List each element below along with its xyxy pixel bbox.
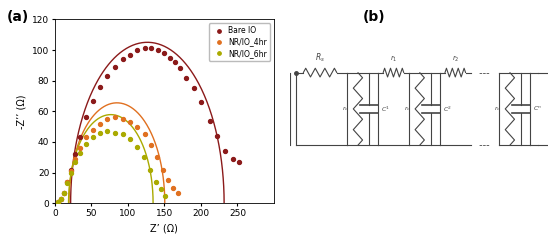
NR/IO_6hr	[96, 131, 105, 135]
NR/IO_6hr	[125, 137, 134, 141]
NR/IO_4hr	[54, 200, 63, 204]
NR/IO_6hr	[66, 171, 75, 174]
NR/IO_4hr	[133, 125, 142, 129]
NR/IO_4hr	[59, 191, 68, 195]
NR/IO_4hr	[63, 180, 72, 184]
NR/IO_4hr	[111, 115, 120, 119]
Text: $R_s$: $R_s$	[315, 52, 325, 64]
NR/IO_4hr	[147, 143, 156, 147]
Text: $r_{c}$: $r_{c}$	[494, 105, 501, 113]
NR/IO_4hr	[158, 168, 167, 172]
Bare IO	[229, 157, 237, 161]
Bare IO	[213, 134, 221, 138]
Bare IO	[54, 200, 63, 204]
NR/IO_4hr	[164, 178, 173, 182]
NR/IO_4hr	[125, 120, 134, 124]
NR/IO_4hr	[118, 117, 127, 121]
Text: ---: ---	[476, 68, 489, 78]
Bare IO	[96, 85, 105, 89]
X-axis label: Z’ (Ω): Z’ (Ω)	[151, 223, 178, 233]
NR/IO_4hr	[103, 117, 112, 121]
NR/IO_6hr	[76, 151, 85, 155]
NR/IO_6hr	[156, 188, 165, 191]
Bare IO	[76, 136, 85, 139]
Bare IO	[88, 99, 97, 103]
Bare IO	[59, 191, 68, 195]
Text: $r_{c}$: $r_{c}$	[404, 105, 410, 113]
Text: $C^n$: $C^n$	[533, 105, 542, 113]
NR/IO_6hr	[161, 194, 169, 197]
Bare IO	[176, 67, 185, 70]
Bare IO	[133, 48, 142, 52]
Bare IO	[71, 152, 79, 156]
Text: ---: ---	[538, 140, 548, 150]
Text: (a): (a)	[7, 10, 29, 24]
NR/IO_6hr	[59, 191, 68, 195]
NR/IO_6hr	[63, 182, 72, 185]
Text: ---: ---	[476, 140, 489, 150]
NR/IO_4hr	[88, 128, 97, 132]
NR/IO_4hr	[173, 191, 182, 195]
NR/IO_4hr	[140, 132, 149, 136]
NR/IO_4hr	[153, 155, 162, 159]
NR/IO_6hr	[54, 200, 63, 204]
Bare IO	[182, 76, 191, 80]
NR/IO_6hr	[56, 197, 65, 201]
Bare IO	[206, 119, 214, 122]
Bare IO	[103, 74, 112, 78]
NR/IO_6hr	[118, 132, 127, 136]
Text: $r_1$: $r_1$	[390, 54, 397, 64]
NR/IO_6hr	[140, 155, 149, 159]
Bare IO	[189, 86, 198, 90]
NR/IO_4hr	[71, 157, 79, 161]
Bare IO	[153, 48, 162, 52]
Bare IO	[166, 56, 175, 60]
NR/IO_4hr	[76, 146, 85, 150]
Bare IO	[56, 197, 65, 201]
Text: $C^2$: $C^2$	[443, 104, 452, 113]
NR/IO_6hr	[133, 145, 142, 149]
NR/IO_4hr	[96, 122, 105, 126]
NR/IO_4hr	[56, 197, 65, 201]
Bare IO	[171, 60, 180, 64]
Text: (b): (b)	[363, 10, 385, 24]
Bare IO	[111, 65, 120, 69]
NR/IO_4hr	[169, 186, 178, 190]
Y-axis label: -Z’’ (Ω): -Z’’ (Ω)	[16, 94, 26, 129]
Bare IO	[63, 180, 72, 184]
NR/IO_6hr	[82, 142, 90, 145]
Bare IO	[197, 100, 206, 104]
Legend: Bare IO, NR/IO_4hr, NR/IO_6hr: Bare IO, NR/IO_4hr, NR/IO_6hr	[208, 23, 270, 61]
Text: $r_{c}$: $r_{c}$	[342, 105, 349, 113]
NR/IO_6hr	[151, 180, 160, 184]
Bare IO	[160, 51, 169, 55]
Bare IO	[66, 168, 75, 172]
NR/IO_6hr	[111, 131, 120, 135]
Bare IO	[118, 57, 127, 61]
NR/IO_4hr	[66, 169, 75, 173]
NR/IO_6hr	[103, 129, 112, 133]
Bare IO	[221, 149, 230, 153]
Bare IO	[125, 53, 134, 57]
NR/IO_6hr	[88, 136, 97, 139]
NR/IO_6hr	[145, 168, 154, 172]
Bare IO	[140, 46, 149, 50]
NR/IO_4hr	[82, 136, 90, 139]
Bare IO	[235, 160, 243, 164]
NR/IO_6hr	[71, 160, 79, 164]
Bare IO	[82, 115, 90, 119]
Bare IO	[147, 46, 156, 50]
Text: $r_2$: $r_2$	[452, 54, 459, 64]
Text: $C^1$: $C^1$	[381, 104, 390, 113]
